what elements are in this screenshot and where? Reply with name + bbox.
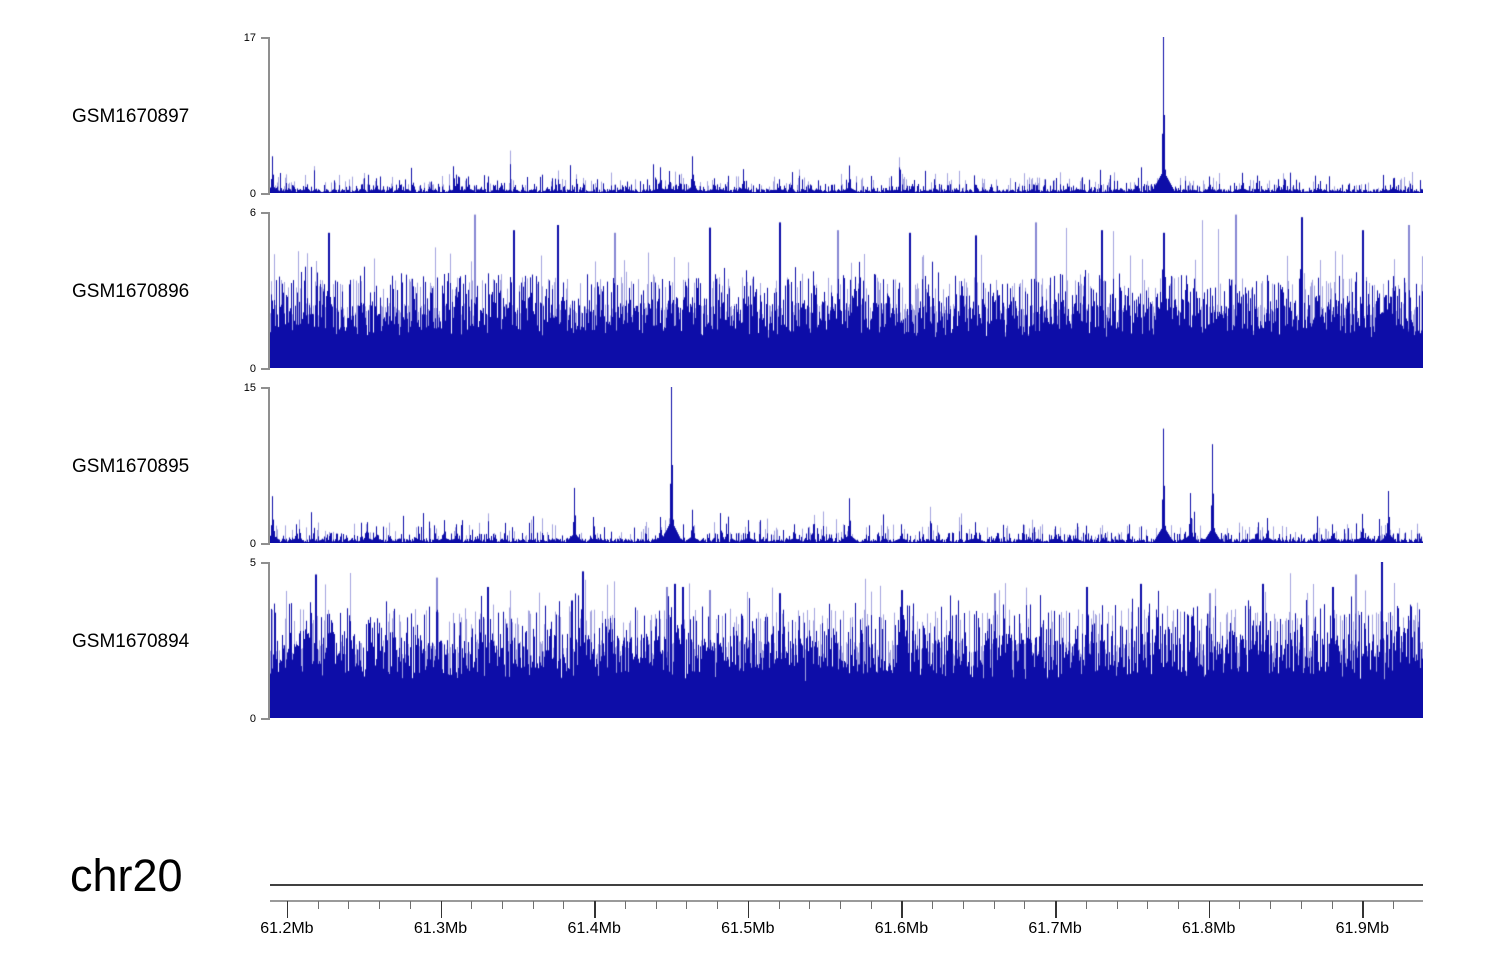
axis-minor-tick [379,901,381,909]
y-axis-max-label: 5 [249,557,256,569]
y-axis-line [268,37,270,195]
axis-minor-tick [655,901,657,909]
axis-tick-label: 61.5Mb [721,920,775,937]
axis-minor-tick [1239,901,1241,909]
axis-major-tick [440,901,443,918]
axis-minor-tick [1300,901,1302,909]
axis-tick-label: 61.2Mb [260,920,314,937]
axis-minor-tick [778,901,780,909]
axis-minor-tick [717,901,719,909]
axis-tick-label: 61.8Mb [1181,920,1236,937]
axis-baseline [270,900,1423,902]
axis-tick-label: 61.3Mb [413,920,468,937]
axis-major-tick [1362,901,1364,918]
y-axis-tick [261,387,269,389]
y-axis-tick [261,37,269,39]
axis-minor-tick [1177,901,1179,909]
axis-major-tick [286,901,289,918]
y-axis-max-label: 6 [249,207,256,219]
coverage-histogram-GSM1670897 [270,37,1423,193]
y-axis-tick [261,212,269,214]
y-axis-line [268,562,270,720]
coverage-histogram-GSM1670896 [270,212,1423,368]
y-axis-zero-label: 0 [249,538,256,550]
axis-minor-tick [1331,901,1333,909]
axis-minor-tick [993,901,995,909]
axis-minor-tick [932,901,934,909]
y-axis-tick [261,368,269,370]
chromosome-label: chr20 [70,850,183,901]
axis-major-tick [1055,901,1057,918]
axis-tick-label: 61.7Mb [1028,920,1082,937]
axis-minor-tick [809,901,811,909]
coverage-histogram-GSM1670894 [270,562,1423,718]
y-axis-tick [261,718,269,720]
axis-minor-tick [501,901,503,909]
axis-minor-tick [532,901,534,909]
y-axis-zero-label: 0 [249,363,256,375]
track-label: GSM1670896 [72,281,190,302]
axis-major-tick [901,901,903,918]
track-label: GSM1670897 [72,106,190,127]
axis-minor-tick [686,901,688,909]
y-axis-line [268,212,270,370]
axis-minor-tick [870,901,872,909]
axis-range-line [270,884,1423,886]
axis-tick-label: 61.9Mb [1335,920,1389,937]
axis-tick-label: 61.4Mb [567,920,621,937]
axis-major-tick [1208,901,1211,918]
axis-minor-tick [317,901,319,909]
axis-minor-tick [409,901,411,909]
axis-minor-tick [471,901,473,909]
y-axis-line [268,387,270,545]
axis-minor-tick [563,901,565,909]
y-axis-max-label: 15 [243,382,256,394]
axis-minor-tick [1270,901,1272,909]
y-axis-tick [261,193,269,195]
axis-minor-tick [1024,901,1026,909]
axis-minor-tick [1085,901,1087,909]
axis-minor-tick [624,901,626,909]
y-axis-tick [261,543,269,545]
axis-minor-tick [1116,901,1118,909]
track-label: GSM1670894 [72,631,190,652]
y-axis-zero-label: 0 [249,713,256,725]
axis-minor-tick [348,901,350,909]
axis-minor-tick [1393,901,1395,909]
y-axis-tick [261,562,269,564]
coverage-histogram-GSM1670895 [270,387,1423,543]
axis-major-tick [747,901,750,918]
track-label: GSM1670895 [72,456,190,477]
axis-minor-tick [839,901,841,909]
axis-tick-label: 61.6Mb [874,920,929,937]
axis-minor-tick [1147,901,1149,909]
axis-major-tick [594,901,596,918]
y-axis-max-label: 17 [243,32,256,44]
y-axis-zero-label: 0 [249,188,256,200]
axis-minor-tick [962,901,964,909]
